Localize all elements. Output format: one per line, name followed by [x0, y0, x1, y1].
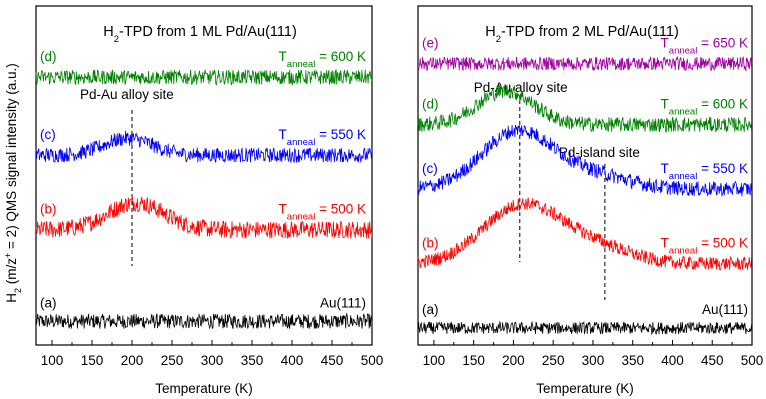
series-letter: (b): [422, 236, 439, 251]
x-tick-label: 500: [361, 353, 384, 368]
series-line-b: [35, 196, 373, 240]
plot-frame: [35, 5, 373, 346]
x-tick-label: 300: [201, 353, 224, 368]
x-axis-label: Temperature (K): [536, 381, 634, 396]
series-label: Tanneal = 600 K: [661, 97, 748, 118]
series-line-a: [35, 312, 373, 330]
x-tick-label: 100: [41, 353, 64, 368]
series-letter: (a): [422, 302, 439, 317]
series-letter: (d): [422, 97, 439, 112]
site-marker-label: Pd-Au alloy site: [80, 87, 174, 102]
x-axis-label: Temperature (K): [155, 381, 253, 396]
series-line-d: [35, 69, 373, 86]
series-line-b: [417, 197, 753, 271]
chart-title: H2-TPD from 1 ML Pd/Au(111): [103, 24, 297, 45]
series-label: Tanneal = 650 K: [661, 36, 748, 57]
x-tick-label: 400: [281, 353, 304, 368]
chart-panel-1: 100 150 200 250 300 350 400 450 500 Temperature (…: [35, 5, 384, 396]
x-tick-label: 200: [121, 353, 144, 368]
y-axis-label: H2 (m/z+ = 2) QMS signal intensity (a.u.…: [3, 63, 23, 302]
series-letter: (c): [422, 161, 438, 176]
series-letter: (d): [40, 49, 57, 64]
x-tick-label: 350: [241, 353, 264, 368]
series-letter: (b): [40, 202, 57, 217]
series-label: Tanneal = 600 K: [279, 49, 366, 70]
site-marker-label: Pd-island site: [559, 145, 640, 160]
series-line-c: [35, 130, 373, 164]
series-line-d: [417, 84, 753, 133]
series-label: Tanneal = 500 K: [279, 202, 366, 223]
x-tick-label: 300: [582, 353, 605, 368]
series-letter: (e): [422, 36, 439, 51]
x-tick-label: 350: [621, 353, 644, 368]
x-tick-label: 150: [81, 353, 104, 368]
x-tick-label: 500: [741, 353, 764, 368]
site-marker-label: Pd-Au alloy site: [474, 80, 568, 95]
chart-title: H2-TPD from 2 ML Pd/Au(111): [485, 24, 679, 45]
x-tick-label: 250: [542, 353, 565, 368]
series-label: Au(111): [702, 302, 748, 317]
x-tick-label: 400: [661, 353, 684, 368]
x-tick-label: 150: [462, 353, 485, 368]
x-tick-label: 450: [321, 353, 344, 368]
series-label: Tanneal = 550 K: [279, 127, 366, 148]
series-label: Tanneal = 500 K: [661, 236, 748, 257]
chart-panel-2: 100 150 200 250 300 350 400 450 500 Temperature (…: [417, 5, 764, 396]
series-line-a: [417, 320, 753, 336]
x-tick-label: 200: [502, 353, 525, 368]
x-tick-label: 450: [701, 353, 724, 368]
series-letter: (c): [40, 127, 56, 142]
series-label: Tanneal = 550 K: [661, 161, 748, 182]
series-label: Au(111): [320, 295, 366, 310]
x-tick-label: 100: [423, 353, 446, 368]
series-line-c: [417, 124, 753, 197]
series-line-e: [417, 55, 753, 72]
x-tick-label: 250: [161, 353, 184, 368]
plot-frame: [417, 5, 753, 346]
series-letter: (a): [40, 295, 57, 310]
